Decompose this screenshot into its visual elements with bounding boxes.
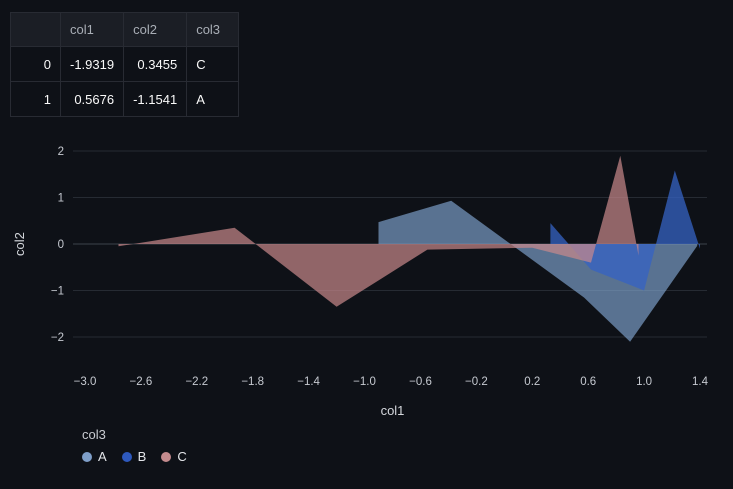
legend-label-c: C (177, 449, 187, 464)
table-row: 1 0.5676 -1.1541 A (10, 81, 240, 117)
legend-label-b: B (137, 449, 147, 464)
x-tick-label: 1.4 (692, 376, 709, 388)
x-axis-title: col1 (381, 403, 405, 418)
y-tick-label: 1 (58, 193, 64, 205)
x-tick-label: −1.0 (353, 376, 376, 388)
row-index-cell[interactable]: 0 (10, 46, 61, 82)
dataframe-header-row: col1 col2 col3 (10, 12, 240, 47)
legend-item-c: C (161, 449, 187, 464)
x-tick-label: −0.2 (465, 376, 488, 388)
legend-title: col3 (82, 427, 106, 442)
x-tick-label: 0.2 (524, 376, 540, 388)
dataframe-col-header-col2[interactable]: col2 (123, 12, 188, 47)
table-row: 0 -1.9319 0.3455 C (10, 46, 240, 82)
y-tick-label: 2 (58, 146, 64, 158)
x-tick-label: −3.0 (74, 376, 97, 388)
dataframe-corner-cell[interactable] (10, 12, 61, 47)
x-tick-label: −2.6 (130, 376, 153, 388)
row-index-cell[interactable]: 1 (10, 81, 61, 117)
y-tick-label: −1 (51, 286, 64, 298)
table-cell[interactable]: A (186, 81, 240, 117)
x-tick-label: −2.2 (185, 376, 208, 388)
y-tick-label: 0 (58, 239, 64, 251)
x-tick-label: 1.0 (636, 376, 652, 388)
table-cell[interactable]: -1.9319 (59, 46, 125, 82)
x-tick-label: −0.6 (409, 376, 432, 388)
legend-swatch-a-icon (82, 451, 92, 462)
table-cell[interactable]: 0.3455 (123, 46, 188, 82)
area-chart: −2 −1 0 1 2 −3.0 −2.6 −2.2 −1.8 −1.4 −1.0 −0.6 −0.2 0… (12, 146, 709, 418)
legend-swatch-c-icon (161, 451, 172, 462)
dataframe-col-header-col3[interactable]: col3 (186, 12, 240, 47)
y-tick-label: −2 (51, 332, 64, 344)
legend-swatch-b-icon (121, 451, 132, 462)
x-tick-label: 0.6 (580, 376, 596, 388)
table-cell[interactable]: -1.1541 (123, 81, 188, 117)
chart-legend: col3 A B C (82, 427, 187, 464)
x-tick-label: −1.4 (297, 376, 320, 388)
legend-label-a: A (98, 449, 107, 464)
legend-items: A B C (82, 449, 187, 464)
x-tick-label: −1.8 (241, 376, 264, 388)
table-cell[interactable]: C (186, 46, 240, 82)
legend-item-a: A (82, 449, 107, 464)
dataframe-col-header-col1[interactable]: col1 (59, 12, 125, 47)
area-series-C (118, 155, 639, 307)
y-axis-title: col2 (12, 232, 27, 256)
table-cell[interactable]: 0.5676 (59, 81, 125, 117)
legend-item-b: B (121, 449, 147, 464)
area-series-A (378, 200, 698, 342)
dataframe[interactable]: col1 col2 col3 0 -1.9319 0.3455 C 1 0.56… (10, 12, 240, 117)
